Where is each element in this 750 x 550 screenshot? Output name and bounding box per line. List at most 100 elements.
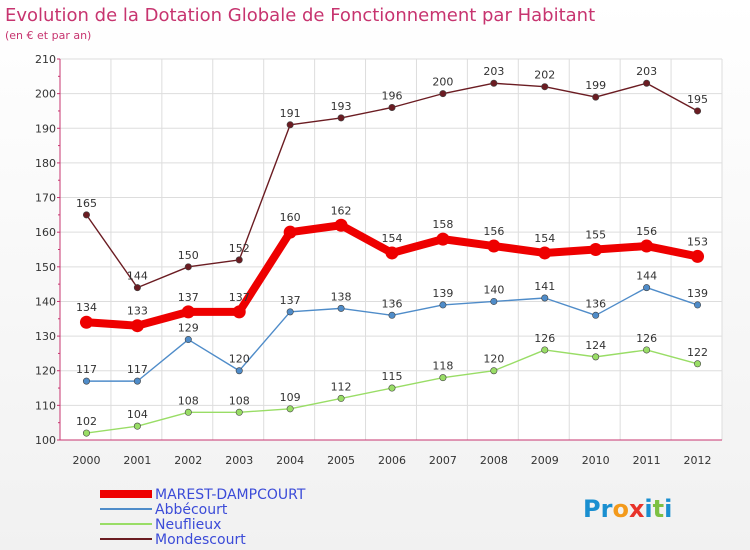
data-label: 126 — [636, 332, 657, 345]
data-label: 153 — [687, 235, 708, 248]
logo-letter: x — [629, 495, 645, 523]
y-tick-label: 140 — [35, 295, 56, 308]
x-tick-label: 2003 — [225, 454, 253, 467]
logo-letter: r — [601, 495, 613, 523]
data-label: 195 — [687, 93, 708, 106]
data-point — [283, 225, 297, 239]
data-label: 156 — [483, 225, 504, 238]
data-label: 102 — [76, 415, 97, 428]
logo-letter: o — [612, 495, 629, 523]
axes: 100 110 120 130 140 150 160 170 180 190 200 210 2000… — [35, 53, 722, 467]
legend-label: Neuflieux — [155, 517, 221, 533]
data-point — [82, 211, 90, 219]
data-label: 203 — [483, 65, 504, 78]
x-tick-label: 2007 — [429, 454, 457, 467]
data-point — [592, 93, 600, 101]
data-point — [385, 246, 399, 260]
logo-text: Proxiti — [583, 495, 672, 523]
data-point — [130, 319, 144, 333]
data-label: 191 — [280, 107, 301, 120]
data-point — [436, 232, 450, 246]
data-label: 138 — [331, 290, 352, 303]
x-tick-label: 2002 — [174, 454, 202, 467]
chart-subtitle: (en € et par an) — [5, 29, 91, 42]
data-label: 112 — [331, 380, 352, 393]
data-point — [538, 246, 552, 260]
data-label: 133 — [127, 305, 148, 318]
data-label: 165 — [76, 197, 97, 210]
data-label: 139 — [432, 287, 453, 300]
data-point — [232, 305, 246, 319]
data-point — [691, 249, 705, 263]
logo-letter: i — [664, 495, 672, 523]
data-point — [334, 218, 348, 232]
data-label: 129 — [178, 322, 199, 335]
data-point — [133, 284, 141, 292]
data-labels: 165 144 150 152 191 193 196 200 203 202 199 203 195 1… — [76, 65, 708, 428]
data-point — [592, 311, 600, 319]
data-point — [337, 394, 345, 402]
data-point — [640, 239, 654, 253]
data-label: 120 — [483, 353, 504, 366]
logo-letter: i — [644, 495, 652, 523]
data-label: 117 — [76, 363, 97, 376]
data-point — [643, 284, 651, 292]
data-point — [694, 301, 702, 309]
data-point — [82, 377, 90, 385]
data-label: 203 — [636, 65, 657, 78]
data-point — [694, 107, 702, 115]
data-point — [79, 315, 93, 329]
data-label: 139 — [687, 287, 708, 300]
data-point — [235, 367, 243, 375]
data-label: 156 — [636, 225, 657, 238]
data-point — [541, 294, 549, 302]
data-label: 140 — [483, 283, 504, 296]
data-label: 118 — [432, 360, 453, 373]
data-label: 108 — [229, 394, 250, 407]
y-tick-label: 120 — [35, 365, 56, 378]
data-label: 154 — [382, 232, 403, 245]
data-label: 200 — [432, 76, 453, 89]
data-point — [133, 377, 141, 385]
data-label: 124 — [585, 339, 606, 352]
x-tick-label: 2004 — [276, 454, 304, 467]
legend: MAREST-DAMPCOURTAbbécourtNeuflieuxMondes… — [100, 487, 306, 548]
data-point — [181, 305, 195, 319]
data-label: 144 — [127, 270, 148, 283]
x-tick-label: 2008 — [480, 454, 508, 467]
data-point — [439, 374, 447, 382]
data-point — [184, 263, 192, 271]
data-point — [643, 346, 651, 354]
y-tick-label: 170 — [35, 192, 56, 205]
data-point — [487, 239, 501, 253]
data-point — [490, 79, 498, 87]
data-label: 104 — [127, 408, 148, 421]
data-point — [388, 311, 396, 319]
data-label: 136 — [382, 297, 403, 310]
data-point — [490, 297, 498, 305]
data-label: 109 — [280, 391, 301, 404]
data-label: 136 — [585, 297, 606, 310]
y-tick-label: 160 — [35, 226, 56, 239]
data-point — [439, 90, 447, 98]
data-point — [286, 121, 294, 129]
data-label: 152 — [229, 242, 250, 255]
x-tick-label: 2000 — [72, 454, 100, 467]
y-tick-label: 190 — [35, 122, 56, 135]
legend-label: MAREST-DAMPCOURT — [155, 487, 306, 503]
data-label: 115 — [382, 370, 403, 383]
data-point — [82, 429, 90, 437]
data-label: 117 — [127, 363, 148, 376]
series-layer — [79, 79, 705, 437]
y-tick-label: 180 — [35, 157, 56, 170]
data-label: 141 — [534, 280, 555, 293]
y-tick-label: 200 — [35, 88, 56, 101]
data-label: 122 — [687, 346, 708, 359]
y-tick-label: 110 — [35, 399, 56, 412]
data-point — [439, 301, 447, 309]
y-tick-label: 210 — [35, 53, 56, 66]
data-point — [694, 360, 702, 368]
data-label: 162 — [331, 204, 352, 217]
data-point — [235, 256, 243, 264]
